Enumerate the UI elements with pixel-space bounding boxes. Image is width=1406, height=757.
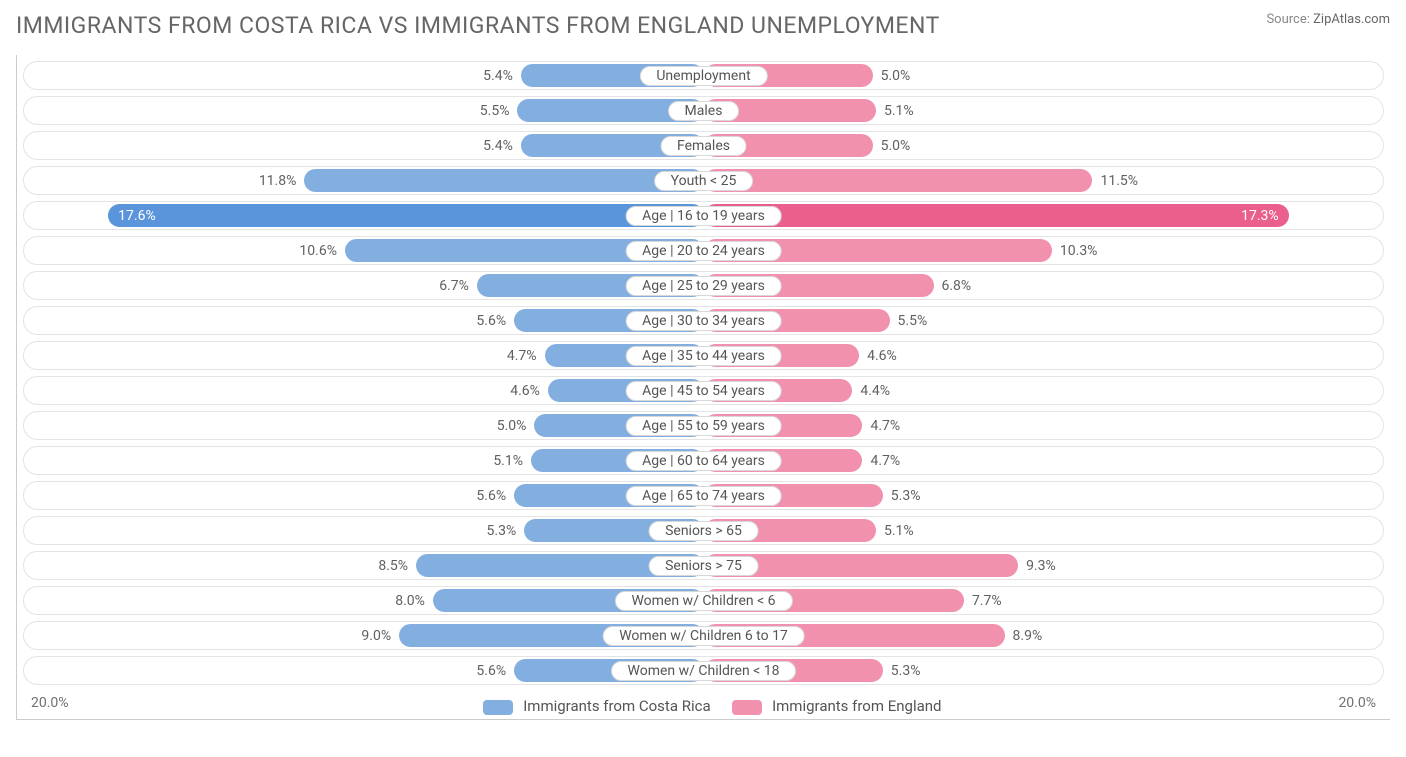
- value-left: 9.0%: [355, 624, 397, 647]
- chart-row: 4.6% 4.4% Age | 45 to 54 years: [23, 376, 1384, 405]
- value-left: 5.3%: [481, 519, 523, 542]
- legend-label-left: Immigrants from Costa Rica: [523, 697, 710, 715]
- chart-rows: 5.4% 5.0% Unemployment 5.5% 5.1% Males 5.4% 5.0…: [23, 61, 1384, 685]
- chart-row: 8.5% 9.3% Seniors > 75: [23, 551, 1384, 580]
- chart-row: 17.6% 17.3% Age | 16 to 19 years: [23, 201, 1384, 230]
- row-label: Age | 55 to 59 years: [625, 416, 782, 436]
- axis-right-max: 20.0%: [1338, 695, 1376, 715]
- row-label: Women w/ Children < 6: [614, 591, 792, 611]
- value-left: 5.6%: [470, 659, 512, 682]
- value-right: 5.1%: [878, 99, 920, 122]
- value-right: 6.8%: [936, 274, 978, 297]
- value-right: 5.5%: [892, 309, 934, 332]
- bar-right: [704, 169, 1093, 192]
- row-label: Age | 45 to 54 years: [625, 381, 782, 401]
- value-right: 17.3%: [1235, 204, 1285, 227]
- axis-row: 20.0% Immigrants from Costa Rica Immigra…: [23, 691, 1384, 715]
- row-label: Age | 20 to 24 years: [625, 241, 782, 261]
- row-label: Unemployment: [639, 66, 767, 86]
- chart-row: 9.0% 8.9% Women w/ Children 6 to 17: [23, 621, 1384, 650]
- value-right: 8.9%: [1007, 624, 1049, 647]
- value-right: 4.7%: [864, 449, 906, 472]
- chart-row: 5.3% 5.1% Seniors > 65: [23, 516, 1384, 545]
- value-left: 5.5%: [474, 99, 516, 122]
- chart-row: 8.0% 7.7% Women w/ Children < 6: [23, 586, 1384, 615]
- row-label: Age | 30 to 34 years: [625, 311, 782, 331]
- value-left: 4.6%: [504, 379, 546, 402]
- chart-row: 5.0% 4.7% Age | 55 to 59 years: [23, 411, 1384, 440]
- value-right: 11.5%: [1094, 169, 1144, 192]
- value-left: 5.4%: [477, 64, 519, 87]
- chart-row: 5.6% 5.5% Age | 30 to 34 years: [23, 306, 1384, 335]
- row-label: Females: [660, 136, 747, 156]
- chart-row: 6.7% 6.8% Age | 25 to 29 years: [23, 271, 1384, 300]
- value-right: 7.7%: [966, 589, 1008, 612]
- row-label: Age | 16 to 19 years: [625, 206, 782, 226]
- chart-row: 5.4% 5.0% Females: [23, 131, 1384, 160]
- legend-label-right: Immigrants from England: [772, 697, 941, 715]
- value-right: 5.3%: [885, 484, 927, 507]
- value-left: 6.7%: [433, 274, 475, 297]
- value-left: 4.7%: [501, 344, 543, 367]
- legend-swatch-right: [732, 700, 762, 715]
- bar-left: [108, 204, 703, 227]
- row-label: Age | 65 to 74 years: [625, 486, 782, 506]
- row-label: Age | 35 to 44 years: [625, 346, 782, 366]
- row-label: Seniors > 65: [648, 521, 759, 541]
- value-left: 8.5%: [372, 554, 414, 577]
- chart-area: 5.4% 5.0% Unemployment 5.5% 5.1% Males 5.4% 5.0…: [16, 55, 1390, 720]
- chart-row: 5.5% 5.1% Males: [23, 96, 1384, 125]
- chart-row: 4.7% 4.6% Age | 35 to 44 years: [23, 341, 1384, 370]
- value-left: 5.6%: [470, 484, 512, 507]
- value-right: 5.3%: [885, 659, 927, 682]
- chart-row: 5.6% 5.3% Age | 65 to 74 years: [23, 481, 1384, 510]
- value-right: 5.0%: [875, 64, 917, 87]
- value-left: 17.6%: [112, 204, 162, 227]
- value-left: 5.6%: [470, 309, 512, 332]
- legend-swatch-left: [483, 700, 513, 715]
- row-label: Age | 60 to 64 years: [625, 451, 782, 471]
- row-label: Women w/ Children 6 to 17: [602, 626, 805, 646]
- value-left: 8.0%: [389, 589, 431, 612]
- chart-title: IMMIGRANTS FROM COSTA RICA VS IMMIGRANTS…: [16, 12, 940, 39]
- row-label: Age | 25 to 29 years: [625, 276, 782, 296]
- chart-row: 11.8% 11.5% Youth < 25: [23, 166, 1384, 195]
- value-left: 5.1%: [487, 449, 529, 472]
- row-label: Males: [668, 101, 740, 121]
- chart-row: 5.4% 5.0% Unemployment: [23, 61, 1384, 90]
- value-right: 4.7%: [864, 414, 906, 437]
- source-name: ZipAtlas.com: [1313, 12, 1390, 27]
- legend: Immigrants from Costa Rica Immigrants fr…: [465, 695, 941, 715]
- value-left: 11.8%: [253, 169, 303, 192]
- value-right: 10.3%: [1054, 239, 1104, 262]
- value-left: 5.0%: [491, 414, 533, 437]
- value-left: 5.4%: [477, 134, 519, 157]
- value-right: 9.3%: [1020, 554, 1062, 577]
- value-right: 5.0%: [875, 134, 917, 157]
- source-label: Source:: [1266, 12, 1309, 27]
- value-left: 10.6%: [293, 239, 343, 262]
- bar-left: [304, 169, 703, 192]
- chart-row: 10.6% 10.3% Age | 20 to 24 years: [23, 236, 1384, 265]
- value-right: 4.6%: [861, 344, 903, 367]
- axis-left-max: 20.0%: [31, 695, 69, 715]
- source-attribution: Source: ZipAtlas.com: [1266, 12, 1390, 27]
- chart-row: 5.6% 5.3% Women w/ Children < 18: [23, 656, 1384, 685]
- value-right: 4.4%: [854, 379, 896, 402]
- row-label: Youth < 25: [654, 171, 754, 191]
- row-label: Seniors > 75: [648, 556, 759, 576]
- chart-row: 5.1% 4.7% Age | 60 to 64 years: [23, 446, 1384, 475]
- bar-right: [704, 204, 1289, 227]
- row-label: Women w/ Children < 18: [611, 661, 797, 681]
- value-right: 5.1%: [878, 519, 920, 542]
